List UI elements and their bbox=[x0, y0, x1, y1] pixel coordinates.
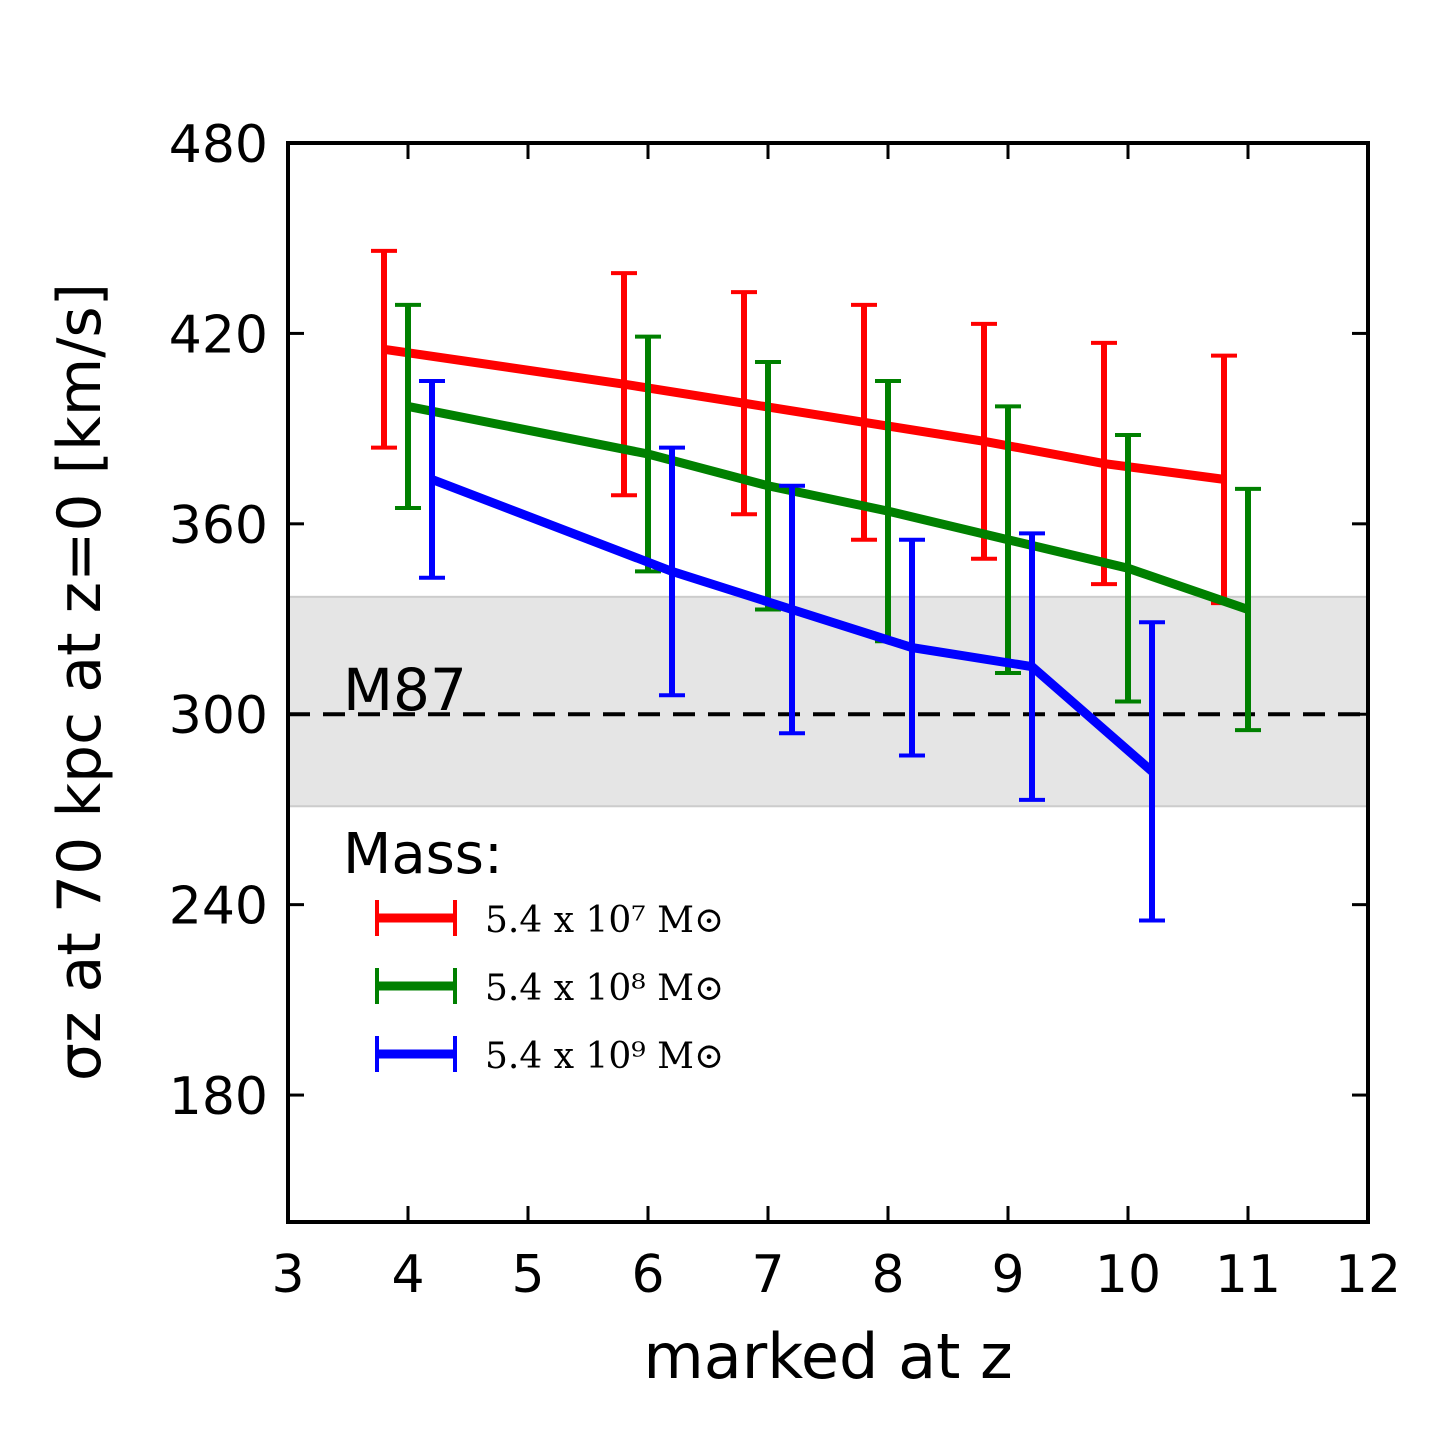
y-tick-label: 240 bbox=[169, 877, 268, 937]
y-tick-label: 360 bbox=[169, 496, 268, 556]
x-axis-label: marked at z bbox=[643, 1320, 1012, 1393]
annotation: M87 bbox=[343, 656, 467, 724]
y-axis-label: σz at 70 kpc at z=0 [km/s] bbox=[45, 283, 115, 1081]
x-tick-label: 9 bbox=[991, 1245, 1024, 1305]
x-tick-label: 4 bbox=[391, 1245, 424, 1305]
series-line bbox=[430, 475, 1155, 775]
y-tick-label: 480 bbox=[169, 115, 268, 175]
legend-label: 5.4 x 10⁸ M⊙ bbox=[485, 968, 724, 1009]
series-line bbox=[407, 401, 1250, 614]
x-tick-label: 11 bbox=[1215, 1245, 1281, 1305]
legend-title: Mass: bbox=[343, 822, 503, 887]
y-tick-label: 180 bbox=[169, 1067, 268, 1127]
x-tick-label: 10 bbox=[1095, 1245, 1161, 1305]
x-tick-label: 12 bbox=[1335, 1245, 1401, 1305]
plot-frame bbox=[286, 141, 1370, 1224]
x-tick-label: 7 bbox=[751, 1245, 784, 1305]
x-tick-label: 5 bbox=[511, 1245, 544, 1305]
y-tick-label: 300 bbox=[169, 686, 268, 746]
legend-label: 5.4 x 10⁹ M⊙ bbox=[485, 1036, 724, 1077]
x-tick-label: 6 bbox=[631, 1245, 664, 1305]
x-tick-label: 8 bbox=[871, 1245, 904, 1305]
y-tick-label: 420 bbox=[169, 305, 268, 365]
series-line bbox=[383, 344, 1225, 484]
legend-label: 5.4 x 10⁷ M⊙ bbox=[485, 900, 724, 941]
reference-band bbox=[287, 595, 1369, 808]
x-tick-label: 3 bbox=[271, 1245, 304, 1305]
